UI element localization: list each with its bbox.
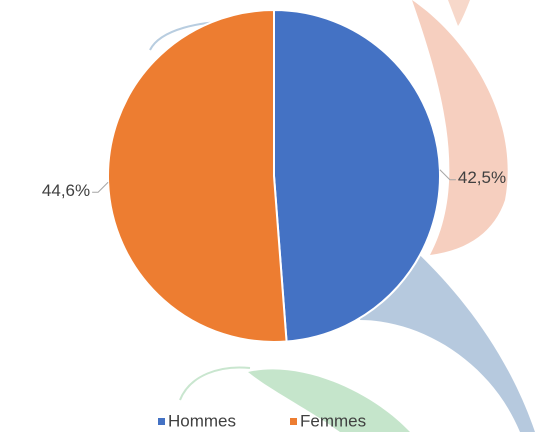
legend-label: Femmes xyxy=(300,411,366,430)
pie-slice xyxy=(108,10,287,342)
leader-line xyxy=(92,182,108,192)
legend-swatch xyxy=(158,418,165,425)
data-label: 42,5% xyxy=(458,168,506,187)
legend-swatch xyxy=(290,418,297,425)
data-label: 44,6% xyxy=(42,181,90,200)
legend-label: Hommes xyxy=(168,411,236,430)
chart: 42,5% 44,6% Hommes Femmes xyxy=(0,0,535,432)
legend: Hommes Femmes xyxy=(158,411,366,430)
